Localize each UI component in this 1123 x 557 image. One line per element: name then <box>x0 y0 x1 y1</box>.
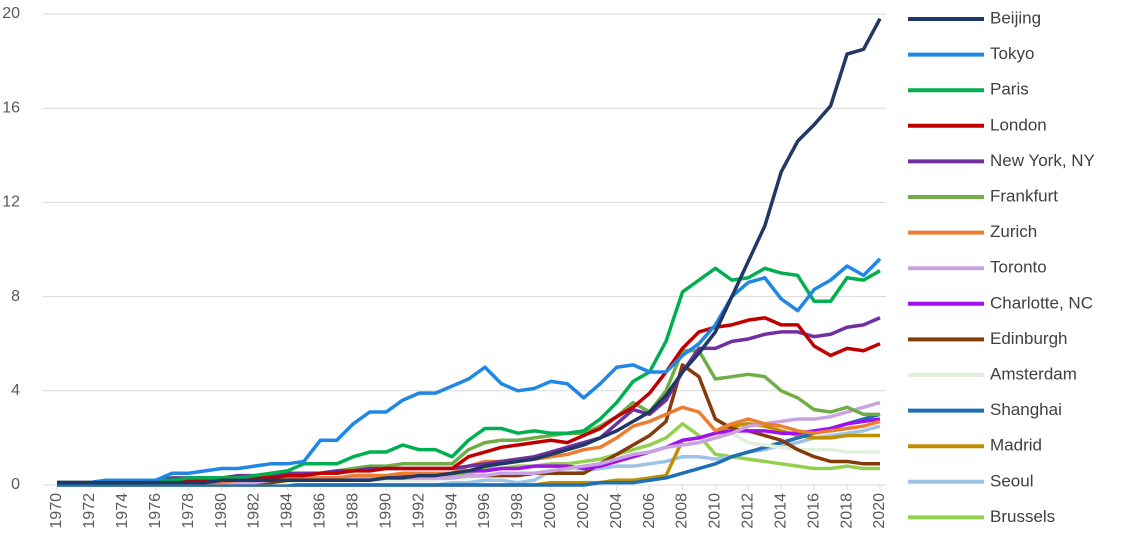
x-tick-label: 2020 <box>871 493 888 529</box>
legend-label: London <box>990 115 1047 134</box>
x-tick-label: 1974 <box>114 493 131 529</box>
x-tick-label: 1986 <box>312 493 329 529</box>
legend-label: Toronto <box>990 258 1047 277</box>
legend-label: Shanghai <box>990 400 1062 419</box>
x-tick-label: 2018 <box>838 493 855 529</box>
y-tick-label: 4 <box>11 382 20 399</box>
x-tick-label: 1984 <box>279 493 296 529</box>
legend-label: Seoul <box>990 471 1033 490</box>
legend-label: Frankfurt <box>990 186 1058 205</box>
y-tick-label: 0 <box>11 476 20 493</box>
x-tick-label: 1994 <box>443 493 460 529</box>
x-tick-label: 2008 <box>674 493 691 529</box>
legend-label: New York, NY <box>990 151 1095 170</box>
x-tick-label: 2002 <box>575 493 592 529</box>
series-line <box>57 266 881 485</box>
x-tick-label: 2016 <box>805 493 822 529</box>
y-tick-label: 20 <box>2 5 20 22</box>
legend-label: Beijing <box>990 8 1041 27</box>
x-tick-label: 2012 <box>740 493 757 529</box>
series-line <box>57 349 880 485</box>
x-tick-label: 1980 <box>213 493 230 529</box>
y-tick-label: 16 <box>2 99 20 116</box>
x-tick-label: 1992 <box>410 493 427 529</box>
x-tick-label: 1988 <box>344 493 361 529</box>
legend-label: Brussels <box>990 507 1055 526</box>
y-tick-label: 8 <box>11 288 20 305</box>
x-tick-label: 1998 <box>509 493 526 529</box>
series-line <box>57 316 881 485</box>
legend-label: Madrid <box>990 436 1042 455</box>
legend-label: Zurich <box>990 222 1037 241</box>
x-tick-label: 2014 <box>772 493 789 529</box>
x-tick-label: 1976 <box>147 493 164 529</box>
series-line <box>57 17 882 485</box>
x-tick-label: 2010 <box>707 493 724 529</box>
x-tick-label: 2004 <box>608 493 625 529</box>
legend-label: Amsterdam <box>990 364 1077 383</box>
x-tick-label: 2006 <box>641 493 658 529</box>
x-tick-label: 1996 <box>476 493 493 529</box>
series-line <box>57 257 882 485</box>
legend-label: Charlotte, NC <box>990 293 1093 312</box>
legend-label: Paris <box>990 80 1029 99</box>
x-tick-label: 1990 <box>377 493 394 529</box>
x-tick-label: 2000 <box>542 493 559 529</box>
legend-label: Edinburgh <box>990 329 1068 348</box>
series-line <box>57 412 881 487</box>
x-tick-label: 1982 <box>246 493 263 529</box>
legend-label: Tokyo <box>990 44 1034 63</box>
x-tick-label: 1972 <box>81 493 98 529</box>
x-tick-label: 1970 <box>48 493 65 529</box>
y-tick-label: 12 <box>2 194 20 211</box>
x-tick-label: 1978 <box>180 493 197 529</box>
